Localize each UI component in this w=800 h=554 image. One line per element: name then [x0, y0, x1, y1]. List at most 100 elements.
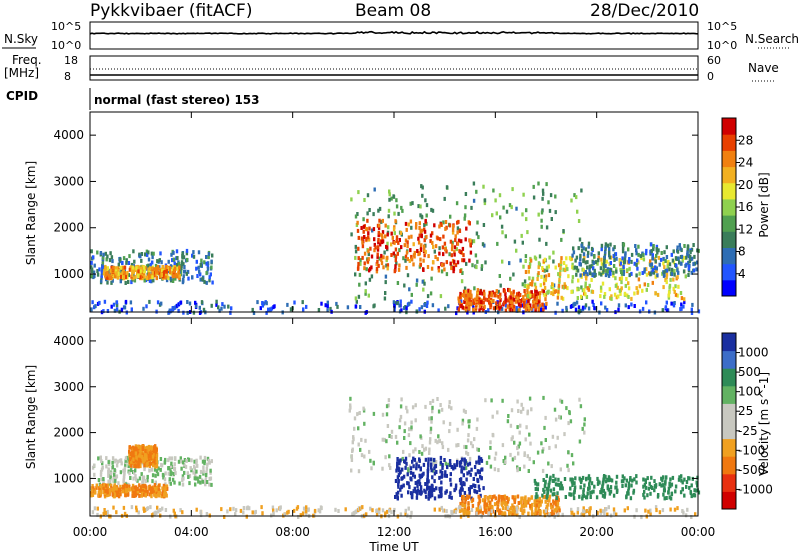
- power-cell: [404, 254, 408, 259]
- velocity-cell: [684, 513, 688, 518]
- power-cell: [643, 269, 646, 274]
- power-cell: [673, 289, 676, 294]
- velocity-cell: [399, 512, 403, 517]
- power-cell: [409, 248, 412, 253]
- velocity-cell: [467, 419, 470, 424]
- power-cell: [637, 277, 641, 282]
- power-cell: [614, 283, 618, 288]
- power-cell: [387, 208, 391, 213]
- velocity-cell: [384, 455, 387, 460]
- power-cell: [481, 242, 485, 247]
- velocity-cell: [694, 488, 697, 493]
- velocity-cell: [426, 473, 429, 477]
- power-cell: [541, 288, 544, 293]
- velocity-cell: [537, 503, 541, 508]
- power-cell: [185, 271, 188, 276]
- velocity-cell: [125, 484, 128, 489]
- power-cell: [667, 295, 671, 300]
- power-cell: [624, 251, 627, 256]
- velocity-cell: [477, 455, 481, 460]
- power-cell: [429, 239, 432, 244]
- power-cell: [198, 311, 202, 315]
- power-cell: [171, 279, 175, 283]
- power-cell: [366, 211, 369, 216]
- velocity-cell: [479, 505, 482, 510]
- power-cell: [116, 266, 119, 271]
- power-cell: [410, 234, 413, 239]
- velocity-cell: [401, 456, 404, 461]
- velocity-cell: [137, 457, 141, 462]
- velocity-cell: [627, 484, 631, 489]
- power-cell: [390, 253, 393, 257]
- velocity-cell: [554, 477, 557, 482]
- power-cell: [377, 230, 380, 235]
- power-cell: [367, 252, 370, 257]
- power-cell: [621, 256, 624, 261]
- velocity-cell: [126, 492, 130, 497]
- velocity-cell: [123, 489, 126, 494]
- velocity-cell: [283, 512, 286, 517]
- power-cell: [108, 258, 112, 263]
- power-cell: [590, 252, 593, 257]
- velocity-cell: [407, 433, 411, 438]
- power-cell: [110, 304, 113, 309]
- velocity-cell: [627, 489, 630, 494]
- power-cell: [354, 249, 358, 254]
- power-cell: [627, 259, 631, 264]
- velocity-cell: [454, 510, 457, 515]
- velocity-cell: [517, 444, 520, 449]
- velocity-cell: [556, 501, 560, 506]
- velocity-cell: [519, 500, 523, 505]
- velocity-cell: [615, 485, 618, 490]
- power-cell: [645, 287, 648, 292]
- velocity-cell: [419, 488, 423, 493]
- power-cell: [613, 258, 616, 262]
- power-cell: [101, 260, 105, 265]
- velocity-cell: [113, 468, 116, 473]
- power-cell: [143, 278, 146, 283]
- power-cell: [472, 307, 475, 312]
- power-cell: [467, 306, 470, 310]
- velocity-cell: [411, 405, 415, 410]
- velocity-cell: [430, 416, 433, 421]
- power-cell: [528, 291, 531, 296]
- power-cell: [419, 248, 423, 252]
- velocity-cell: [462, 408, 466, 413]
- power-cell: [378, 206, 382, 211]
- power-cell: [102, 252, 105, 257]
- velocity-cell: [397, 479, 400, 484]
- power-cell: [662, 261, 665, 266]
- power-cell: [422, 287, 425, 292]
- power-cell: [109, 268, 112, 273]
- power-cell: [293, 300, 296, 305]
- power-cell: [434, 255, 437, 259]
- power-cell: [448, 223, 452, 228]
- velocity-cell: [472, 483, 475, 488]
- power-cell: [570, 198, 573, 203]
- power-cell: [460, 250, 464, 255]
- velocity-cell: [554, 417, 558, 422]
- velocity-cell: [418, 457, 421, 462]
- power-cell: [373, 187, 376, 192]
- power-cell: [320, 301, 323, 306]
- velocity-cell: [578, 397, 581, 402]
- velocity-cell: [409, 441, 412, 446]
- power-cell: [207, 252, 211, 256]
- power-cell: [451, 227, 455, 232]
- power-cell: [155, 276, 158, 280]
- power-cell: [606, 269, 609, 274]
- power-cell: [604, 273, 608, 278]
- velocity-cell: [433, 457, 436, 462]
- power-cell: [622, 272, 625, 276]
- velocity-cell: [493, 502, 497, 507]
- power-cell: [461, 305, 464, 310]
- power-cell: [510, 304, 513, 309]
- power-cell: [541, 266, 544, 270]
- colorbar-tick-label: 100: [738, 385, 761, 399]
- velocity-cell: [601, 480, 605, 485]
- velocity-cell: [466, 471, 469, 476]
- power-cell: [603, 292, 607, 296]
- power-cell: [602, 268, 605, 273]
- power-cell: [180, 260, 184, 265]
- power-cell: [536, 277, 539, 281]
